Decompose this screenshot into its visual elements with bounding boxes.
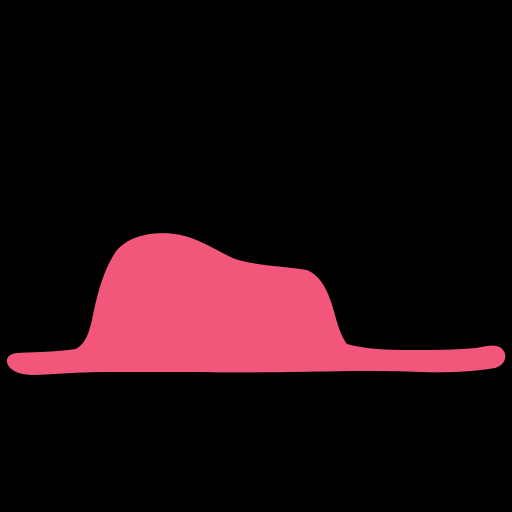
pink-hat-silhouette — [6, 233, 506, 375]
